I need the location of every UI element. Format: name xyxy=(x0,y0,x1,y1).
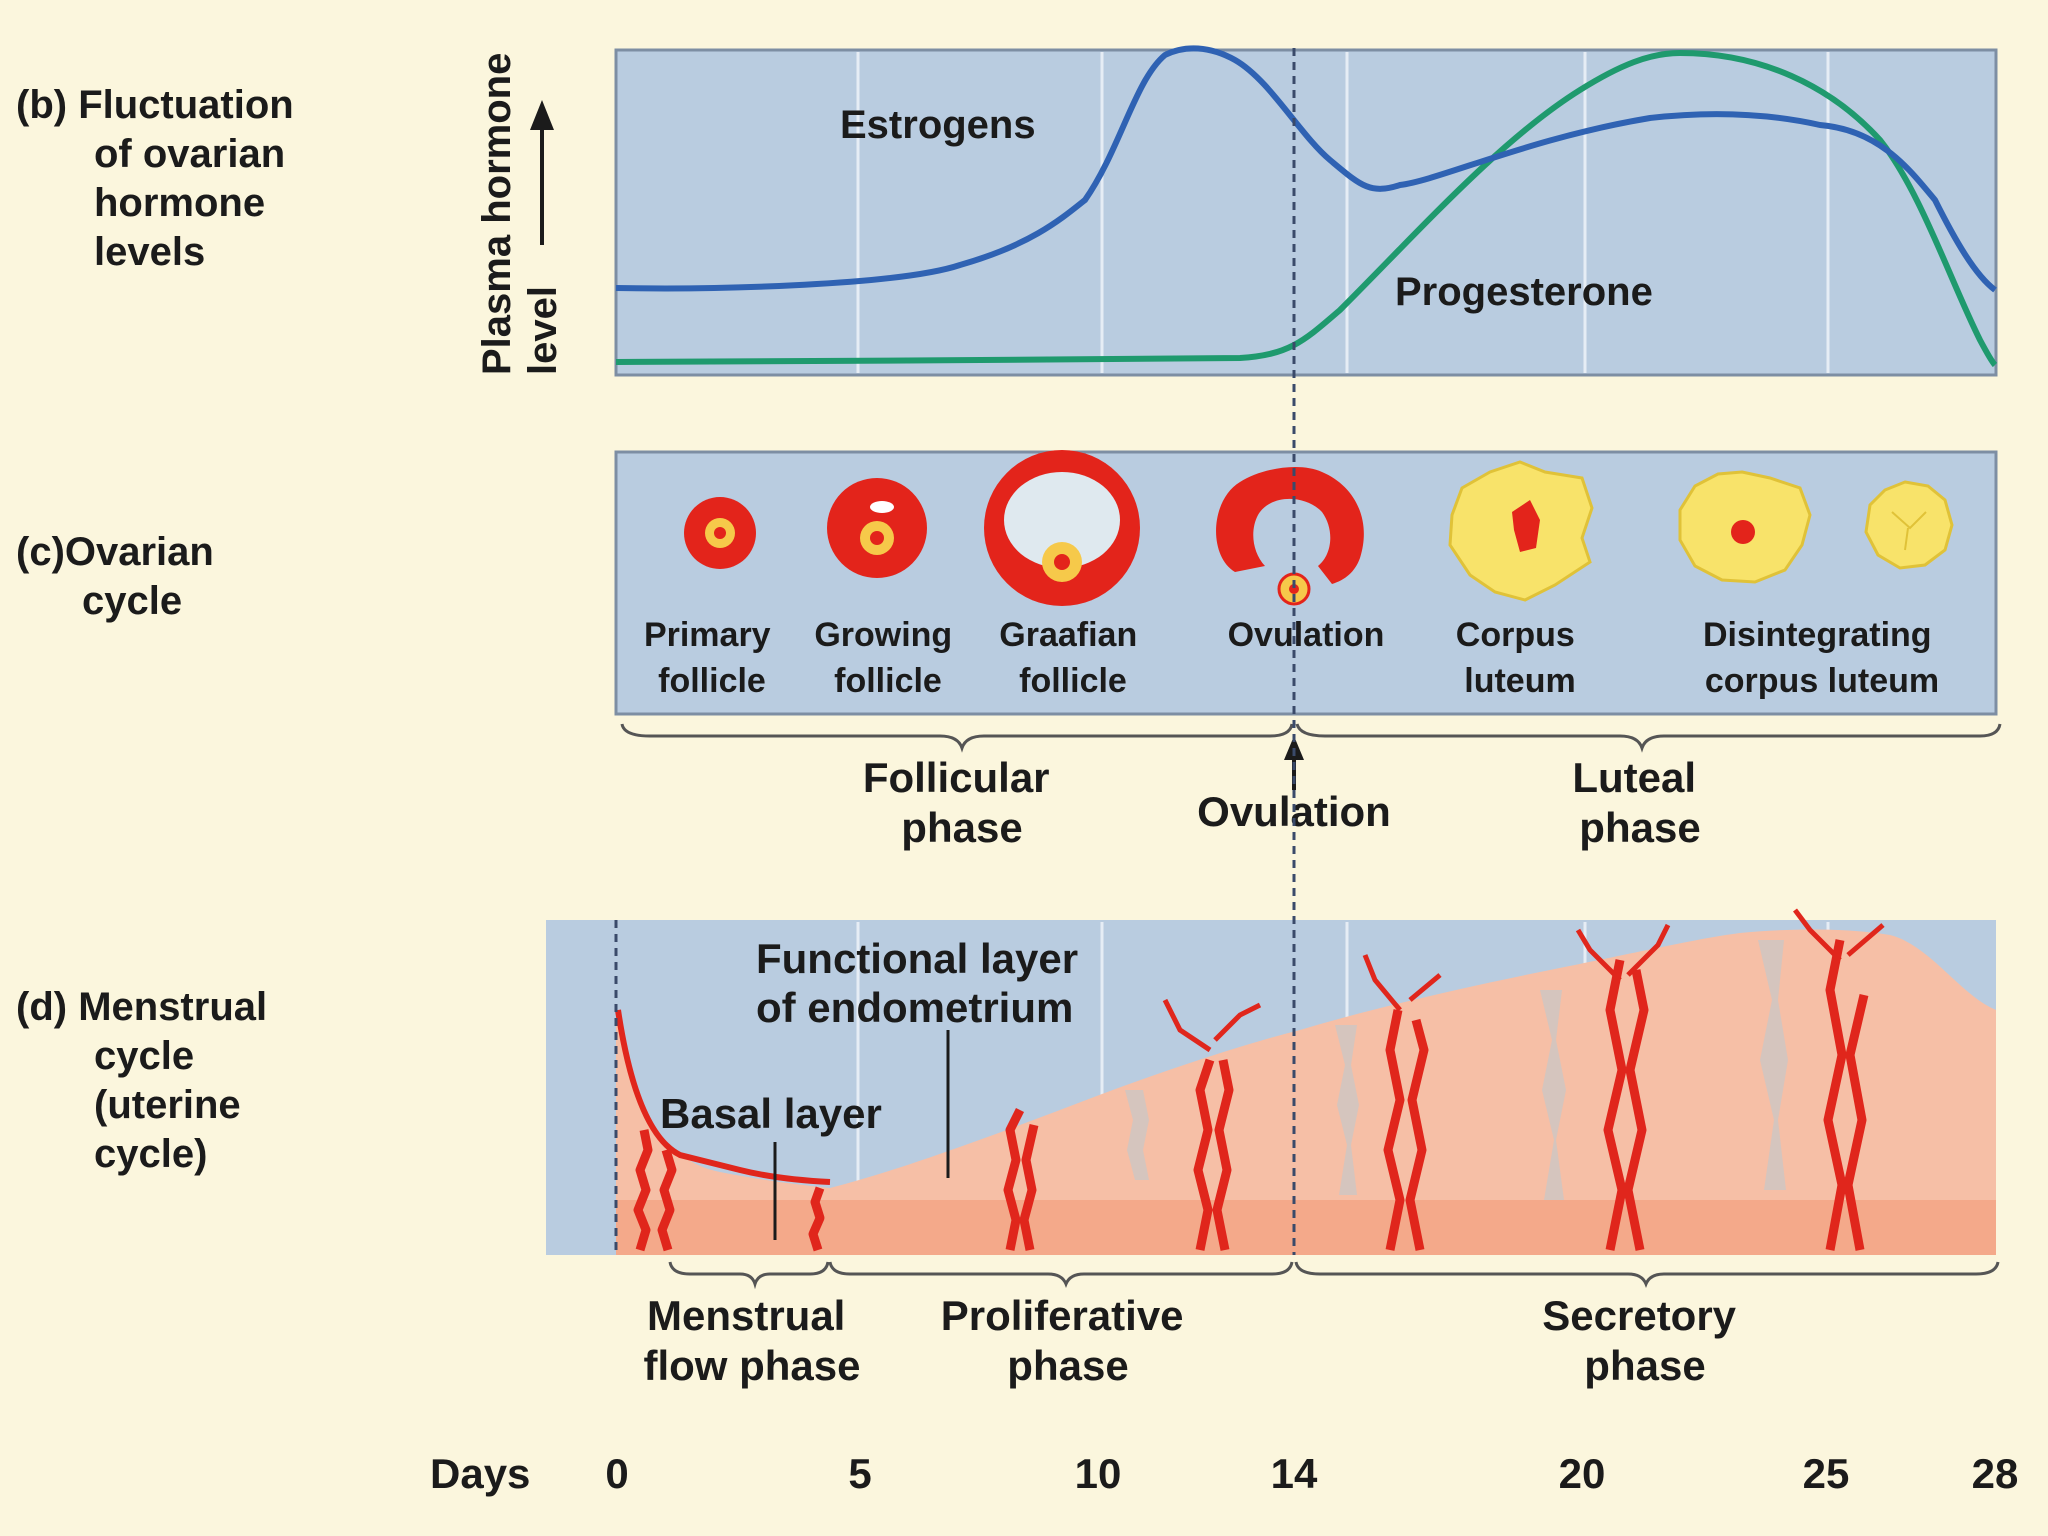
functional-layer-label: Functional layer of endometrium xyxy=(756,935,1090,1031)
menstrual-phase-brace xyxy=(668,1261,830,1290)
y-axis-arrow-icon xyxy=(530,100,554,245)
stage-label-disintegrating-corpus-luteum: Disintegrating corpus luteum xyxy=(1703,616,1941,700)
degenerated-luteum-icon xyxy=(1864,480,1954,570)
growing-follicle-icon xyxy=(827,478,927,578)
uterine-glands xyxy=(1125,940,1788,1200)
day-tick-28: 28 xyxy=(1972,1450,2019,1497)
primary-follicle-icon xyxy=(684,497,756,569)
hormone-grid xyxy=(856,52,1830,373)
secretory-phase-brace xyxy=(1294,1261,2000,1289)
stage-label-ovulation: Ovulation xyxy=(1228,616,1385,654)
proliferative-phase-brace xyxy=(828,1261,1294,1289)
estrogens-curve xyxy=(615,45,1997,293)
stage-label-primary-follicle: Primary follicle xyxy=(644,616,780,700)
day-tick-5: 5 xyxy=(848,1450,871,1497)
hormone-section-label: (b) Fluctuation of ovarian hormone level… xyxy=(16,83,305,274)
basal-layer xyxy=(616,1200,1996,1255)
luteal-phase-brace xyxy=(1295,723,2002,753)
graafian-follicle-icon xyxy=(984,450,1140,606)
functional-layer xyxy=(616,929,1996,1255)
menstrual-flow-phase-label: Menstrual flow phase xyxy=(643,1292,860,1389)
follicular-phase-brace xyxy=(620,723,1294,753)
y-axis-label: Plasma hormone level xyxy=(475,53,565,375)
basal-layer-label: Basal layer xyxy=(660,1090,882,1137)
ovarian-section-label: (c)Ovarian cycle xyxy=(16,530,225,623)
svg-text:level: level xyxy=(521,286,565,375)
ovulation-icon xyxy=(1216,467,1364,606)
stage-label-growing-follicle: Growing follicle xyxy=(814,616,961,700)
spiral-arteries xyxy=(633,939,1869,1252)
svg-text:Plasma hormone: Plasma hormone xyxy=(475,53,519,375)
corpus-luteum-icon xyxy=(1448,460,1594,602)
estrogens-label: Estrogens xyxy=(840,103,1036,147)
menstrual-section-label: (d) Menstrual cycle (uterine cycle) xyxy=(16,985,278,1176)
proliferative-phase-label: Proliferative phase xyxy=(941,1292,1195,1389)
day-tick-14: 14 xyxy=(1271,1450,1318,1497)
artery-branches xyxy=(1162,908,1885,1053)
progesterone-curve xyxy=(615,49,1998,368)
day-tick-0: 0 xyxy=(605,1450,628,1497)
day-tick-10: 10 xyxy=(1075,1450,1122,1497)
secretory-phase-label: Secretory phase xyxy=(1542,1292,1747,1389)
disintegrating-corpus-luteum-icon xyxy=(1678,470,1812,584)
day-tick-25: 25 xyxy=(1803,1450,1850,1497)
follicular-phase-label: Follicular phase xyxy=(863,754,1061,851)
hormone-panel xyxy=(614,48,1998,377)
day-tick-20: 20 xyxy=(1559,1450,1606,1497)
days-axis-label: Days xyxy=(430,1450,530,1497)
stage-label-corpus-luteum: Corpus luteum xyxy=(1456,616,1584,700)
luteal-phase-label: Luteal phase xyxy=(1572,754,1707,851)
progesterone-label: Progesterone xyxy=(1395,270,1653,314)
stage-label-graafian-follicle: Graafian follicle xyxy=(999,616,1146,700)
